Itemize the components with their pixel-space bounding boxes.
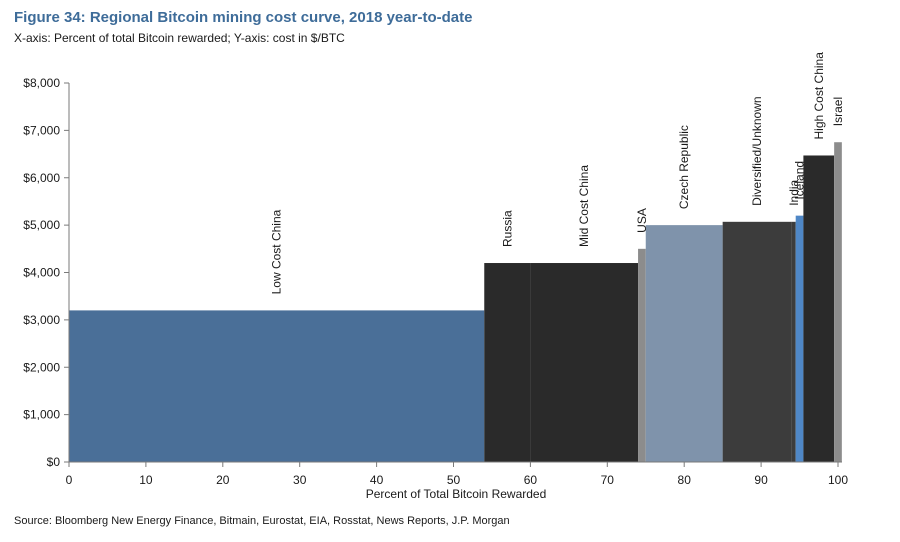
bar-india	[791, 221, 796, 462]
y-tick-label: $4,000	[23, 266, 60, 280]
bar-israel	[834, 142, 842, 462]
segment-label-russia: Russia	[500, 210, 514, 247]
bar-mid-cost-china	[530, 263, 639, 462]
axes-group: $0 $1,000 $2,000 $3,000 $4,000 $5,000 $6,000 $7…	[23, 76, 848, 487]
x-tick-label: 50	[447, 473, 461, 487]
y-tick-label: $0	[47, 455, 61, 469]
y-tick-label: $2,000	[23, 360, 60, 374]
x-tick-label: 20	[216, 473, 230, 487]
segment-label-high-cost-china: High Cost China	[812, 52, 826, 140]
bar-high-cost-china	[803, 155, 835, 462]
x-tick-label: 60	[524, 473, 538, 487]
y-tick-label: $5,000	[23, 218, 60, 232]
x-tick-label: 10	[139, 473, 153, 487]
segment-label-iceland: Iceland	[793, 161, 807, 200]
source-note: Source: Bloomberg New Energy Finance, Bi…	[14, 515, 510, 527]
segment-label-czech-republic: Czech Republic	[677, 125, 691, 209]
segment-label-usa: USA	[635, 208, 649, 233]
x-tick-label: 100	[828, 473, 848, 487]
bars-group	[69, 142, 842, 462]
y-tick-label: $8,000	[23, 76, 60, 90]
bar-iceland	[795, 215, 804, 462]
x-tick-label: 0	[66, 473, 73, 487]
y-tick-label: $3,000	[23, 313, 60, 327]
bar-diversified-unknown	[722, 221, 792, 462]
bar-czech-republic	[645, 225, 723, 462]
x-tick-label: 40	[370, 473, 384, 487]
segment-labels-group: Low Cost China Russia Mid Cost China USA Cze…	[270, 52, 845, 295]
x-tick-label: 80	[678, 473, 692, 487]
segment-label-low-cost-china: Low Cost China	[270, 209, 284, 294]
y-tick-label: $7,000	[23, 123, 60, 137]
segment-label-diversified-unknown: Diversified/Unknown	[750, 96, 764, 205]
x-tick-label: 90	[754, 473, 768, 487]
x-tick-label: 70	[601, 473, 615, 487]
x-tick-label: 30	[293, 473, 307, 487]
x-axis-label: Percent of Total Bitcoin Rewarded	[366, 487, 547, 501]
bar-usa	[638, 248, 646, 462]
segment-label-israel: Israel	[831, 97, 845, 126]
chart-title: Figure 34: Regional Bitcoin mining cost …	[14, 9, 473, 26]
bar-low-cost-china	[69, 310, 485, 462]
y-tick-label: $1,000	[23, 408, 60, 422]
chart-subtitle: X-axis: Percent of total Bitcoin rewarde…	[14, 31, 345, 45]
y-tick-label: $6,000	[23, 171, 60, 185]
segment-label-mid-cost-china: Mid Cost China	[577, 165, 591, 247]
bar-russia	[484, 263, 531, 462]
segment-label-india: India	[787, 179, 801, 205]
